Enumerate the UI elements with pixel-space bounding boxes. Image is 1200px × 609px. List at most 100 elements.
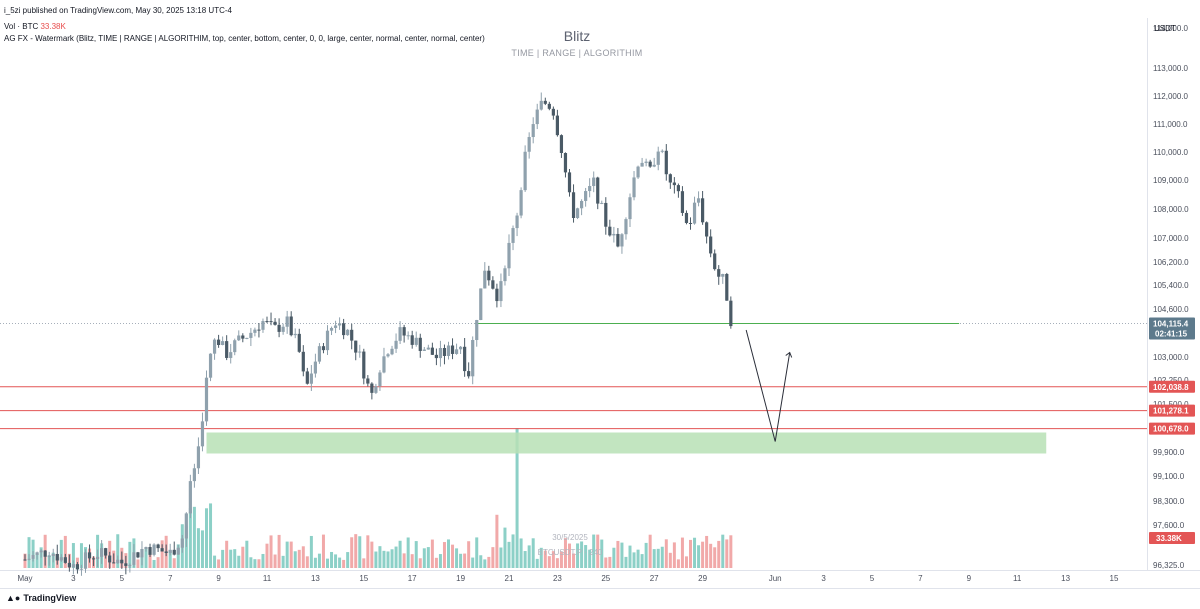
candle-body bbox=[426, 347, 430, 350]
volume-bar bbox=[128, 541, 132, 568]
candle-body bbox=[362, 351, 366, 379]
volume-bar bbox=[479, 555, 483, 568]
candle-body bbox=[656, 151, 660, 165]
price-tick-label: 98,300.0 bbox=[1153, 497, 1185, 506]
candle-body bbox=[386, 354, 390, 357]
candle-body bbox=[479, 288, 483, 320]
candle-body bbox=[225, 341, 229, 358]
level-price-tag-label: 102,038.8 bbox=[1153, 383, 1189, 392]
volume-bar bbox=[261, 553, 265, 568]
candle-body bbox=[446, 345, 451, 356]
volume-bar bbox=[588, 549, 592, 568]
candle-body bbox=[55, 553, 59, 561]
candle-body bbox=[200, 421, 205, 447]
candle-body bbox=[463, 346, 467, 372]
candle-body bbox=[366, 378, 370, 384]
candle-body bbox=[43, 550, 47, 557]
volume-bar bbox=[342, 559, 346, 568]
volume-bar bbox=[624, 556, 628, 568]
indicator-legend[interactable]: AG FX - Watermark (Blitz, TIME | RANGE |… bbox=[4, 34, 485, 43]
candle-body bbox=[390, 348, 394, 355]
volume-bar bbox=[689, 539, 692, 568]
candle-body bbox=[414, 337, 418, 345]
volume-bar bbox=[221, 549, 225, 568]
volume-bar bbox=[293, 551, 297, 568]
volume-bar bbox=[23, 553, 27, 568]
volume-bar bbox=[241, 546, 245, 568]
price-tick-label: 102,250.0 bbox=[1153, 376, 1189, 385]
volume-legend[interactable]: Vol · BTC 33.38K bbox=[4, 22, 66, 31]
time-tick-label: 23 bbox=[553, 574, 562, 583]
volume-bar bbox=[27, 537, 31, 568]
volume-bar bbox=[362, 558, 366, 568]
volume-bar bbox=[475, 537, 479, 568]
price-tick-label: 99,100.0 bbox=[1153, 472, 1185, 481]
price-tick-label: 112,000.0 bbox=[1153, 92, 1189, 101]
candle-body bbox=[342, 323, 346, 336]
volume-bar bbox=[684, 556, 688, 568]
candle-body bbox=[221, 341, 225, 345]
volume-bar bbox=[531, 538, 535, 568]
candle-body bbox=[575, 208, 580, 218]
volume-bar bbox=[547, 556, 551, 568]
volume-bar bbox=[491, 547, 495, 568]
volume-bar bbox=[148, 552, 152, 568]
candle-body bbox=[644, 161, 648, 163]
volume-bar bbox=[644, 542, 648, 568]
candle-body bbox=[684, 212, 689, 223]
candle-body bbox=[237, 335, 241, 341]
candle-body bbox=[59, 557, 63, 561]
time-tick-label: 13 bbox=[311, 574, 320, 583]
candle-body bbox=[128, 564, 132, 566]
volume-bar bbox=[305, 556, 309, 568]
currency-label[interactable]: USDT bbox=[1154, 24, 1176, 33]
candle-body bbox=[588, 186, 592, 192]
volume-bar bbox=[156, 557, 160, 568]
time-axis[interactable]: May 3 5 7 9 11 13 15 17 19 21 23 25 27 29 Jun 3 5 7 9 11 13 15 bbox=[17, 574, 1119, 583]
candle-body bbox=[212, 339, 217, 354]
volume-bar bbox=[281, 555, 285, 568]
time-tick-label: 17 bbox=[408, 574, 417, 583]
volume-bar bbox=[721, 534, 725, 568]
candle-body bbox=[696, 198, 701, 203]
volume-value-tag-label: 33.38K bbox=[1156, 534, 1182, 543]
volume-bar bbox=[426, 547, 430, 568]
candle-body bbox=[660, 150, 664, 152]
candle-body bbox=[584, 191, 588, 201]
time-tick-label: 7 bbox=[918, 574, 923, 583]
volume-bar bbox=[309, 535, 313, 568]
candle-body bbox=[140, 548, 144, 558]
candle-body bbox=[39, 550, 43, 553]
volume-bar bbox=[451, 544, 455, 568]
candle-body bbox=[261, 321, 265, 330]
candle-body bbox=[394, 340, 398, 349]
candle-body bbox=[233, 340, 237, 353]
volume-bar bbox=[79, 543, 83, 568]
price-tick-label: 99,900.0 bbox=[1153, 448, 1185, 457]
volume-bar bbox=[632, 552, 636, 568]
candle-body bbox=[563, 153, 568, 173]
volume-bar bbox=[725, 539, 729, 568]
candle-body bbox=[713, 253, 717, 270]
candle-body bbox=[438, 348, 443, 359]
footer-brand-label: TradingView bbox=[23, 593, 77, 603]
price-tick-label: 106,200.0 bbox=[1153, 258, 1189, 267]
volume-bar bbox=[568, 543, 571, 568]
candle-body bbox=[692, 202, 697, 224]
candle-body bbox=[325, 330, 330, 351]
volume-bar bbox=[608, 556, 612, 568]
candle-body bbox=[612, 233, 616, 236]
volume-bar bbox=[374, 551, 378, 568]
level-lines bbox=[0, 323, 1147, 430]
volume-bar bbox=[563, 538, 567, 568]
volume-bar bbox=[467, 541, 471, 568]
candle-body bbox=[124, 563, 128, 566]
candle-body bbox=[499, 281, 503, 302]
footer-brand[interactable]: ▲● TradingView bbox=[6, 593, 76, 603]
volume-bar bbox=[205, 508, 208, 568]
price-axis[interactable]: 114,000.0 113,000.0 112,000.0 111,000.0 110,… bbox=[1153, 24, 1189, 570]
candle-body bbox=[454, 349, 459, 354]
candle-body bbox=[293, 333, 297, 336]
candle-body bbox=[31, 554, 35, 559]
